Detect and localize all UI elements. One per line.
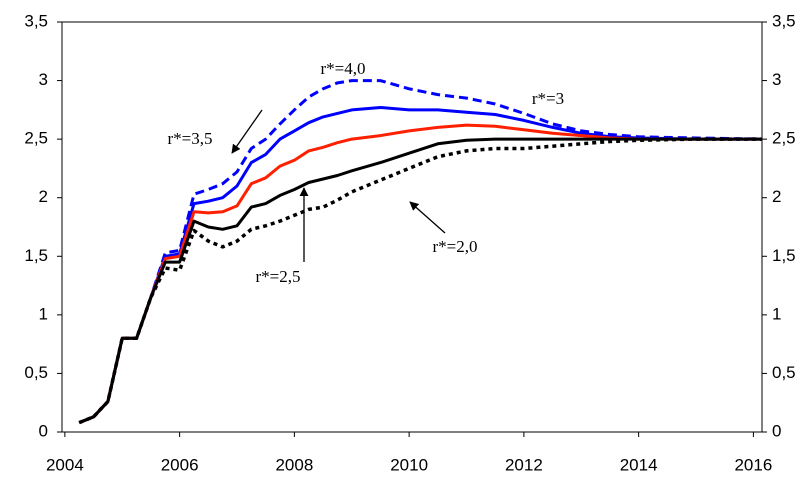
y-tick-label: 1 <box>39 304 48 323</box>
y2-tick-label: 1 <box>772 304 781 323</box>
y-tick-label: 1,5 <box>24 246 48 265</box>
x-tick-label: 2008 <box>275 455 313 474</box>
series-line <box>78 106 762 424</box>
series-label: r*=2,0 <box>433 237 478 256</box>
y2-tick-label: 0,5 <box>772 363 796 382</box>
lines <box>78 79 762 425</box>
series-label: r*=3 <box>532 89 564 108</box>
y2-tick-label: 3 <box>772 70 781 89</box>
series-label: r*=2,5 <box>256 267 301 286</box>
series-line <box>78 79 762 424</box>
arrow <box>231 109 263 154</box>
x-tick-label: 2012 <box>505 455 543 474</box>
x-tick-label: 2016 <box>734 455 772 474</box>
y2-tick-label: 2 <box>772 187 781 206</box>
x-tick-label: 2010 <box>390 455 428 474</box>
y-tick-label: 0,5 <box>24 363 48 382</box>
plot-frame <box>61 21 763 433</box>
y2-tick-label: 3,5 <box>772 11 796 30</box>
arrow <box>409 201 446 234</box>
x-tick-label: 2006 <box>161 455 199 474</box>
series-line <box>78 123 762 424</box>
series-label: r*=4,0 <box>321 59 366 78</box>
y-tick-label: 3 <box>39 70 48 89</box>
x-tick-label: 2004 <box>46 455 84 474</box>
x-tick-label: 2014 <box>620 455 658 474</box>
y-tick-label: 3,5 <box>24 11 48 30</box>
series-line <box>78 137 762 425</box>
y-tick-label: 2,5 <box>24 129 48 148</box>
series-line <box>78 137 762 424</box>
y2-tick-label: 1,5 <box>772 246 796 265</box>
series-label: r*=3,5 <box>168 129 213 148</box>
y2-tick-label: 0 <box>772 421 781 440</box>
y2-tick-label: 2,5 <box>772 129 796 148</box>
y-tick-label: 2 <box>39 187 48 206</box>
y-tick-label: 0 <box>39 421 48 440</box>
